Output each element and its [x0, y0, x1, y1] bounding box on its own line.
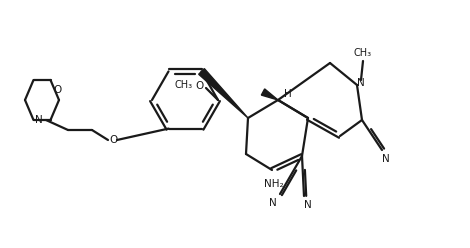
Text: CH₃: CH₃	[175, 80, 193, 90]
Text: O: O	[196, 81, 204, 91]
Text: N: N	[382, 154, 390, 164]
Text: NH₂: NH₂	[264, 179, 284, 189]
Polygon shape	[261, 89, 278, 100]
Text: N: N	[269, 198, 277, 208]
Polygon shape	[199, 69, 248, 118]
Text: N: N	[304, 200, 312, 210]
Text: H: H	[284, 89, 292, 99]
Text: N: N	[35, 115, 43, 125]
Text: CH₃: CH₃	[354, 48, 372, 58]
Text: N: N	[357, 78, 365, 88]
Text: O: O	[54, 85, 62, 95]
Text: O: O	[109, 135, 117, 145]
